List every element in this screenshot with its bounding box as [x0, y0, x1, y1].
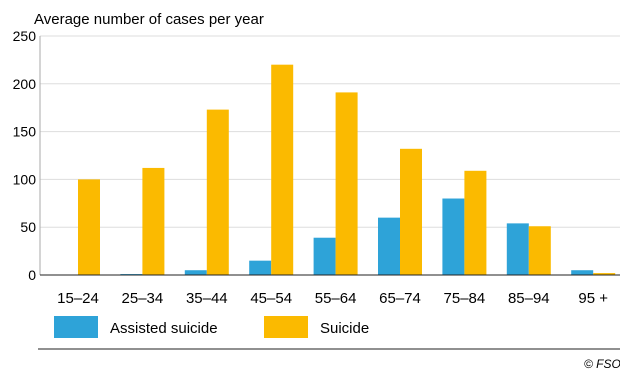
legend: Assisted suicide Suicide [54, 316, 369, 338]
bar-suicide [400, 148, 422, 275]
credit: © FSO [584, 357, 620, 371]
bar-assisted-suicide [571, 270, 594, 275]
y-tick-label: 100 [13, 171, 37, 187]
legend-swatch [264, 316, 308, 338]
legend-swatch [54, 316, 98, 338]
y-axis-label: Average number of cases per year [34, 11, 264, 28]
x-tick-label: 45–54 [250, 290, 292, 307]
y-tick-label: 200 [13, 76, 37, 92]
y-axis-ticks: 0 50 100 150 200 250 [13, 28, 37, 283]
x-tick-label: 25–34 [122, 290, 164, 307]
category-labels: 15–24 25–34 35–44 45–54 55–64 65–74 75–84 85–94… [57, 290, 608, 307]
y-tick-label: 150 [13, 124, 37, 140]
x-tick-label: 85–94 [508, 290, 550, 307]
bar-suicide [335, 92, 358, 276]
y-tick-label: 250 [13, 28, 37, 44]
y-tick-label: 50 [20, 219, 36, 235]
legend-label: Suicide [320, 320, 369, 337]
bar-suicide [528, 226, 551, 275]
bar-assisted-suicide [184, 270, 207, 275]
bar-assisted-suicide [249, 260, 272, 275]
x-tick-label: 65–74 [379, 290, 421, 307]
bar-suicide [78, 179, 100, 275]
bar-suicide [464, 170, 487, 275]
bar-suicide [142, 167, 165, 275]
bar-suicide [593, 273, 616, 275]
x-tick-label: 35–44 [186, 290, 228, 307]
bar-suicide [206, 109, 229, 275]
bar-assisted-suicide [506, 223, 529, 275]
x-tick-label: 75–84 [444, 290, 486, 307]
legend-label: Assisted suicide [110, 320, 218, 337]
x-tick-label: 15–24 [57, 290, 99, 307]
bar-assisted-suicide [378, 217, 400, 275]
bars [78, 64, 616, 276]
bar-suicide [271, 64, 294, 276]
x-tick-label: 95 + [578, 290, 608, 307]
y-tick-label: 0 [28, 267, 36, 283]
bar-assisted-suicide [313, 237, 336, 275]
bar-assisted-suicide [442, 198, 465, 275]
x-tick-label: 55–64 [315, 290, 357, 307]
